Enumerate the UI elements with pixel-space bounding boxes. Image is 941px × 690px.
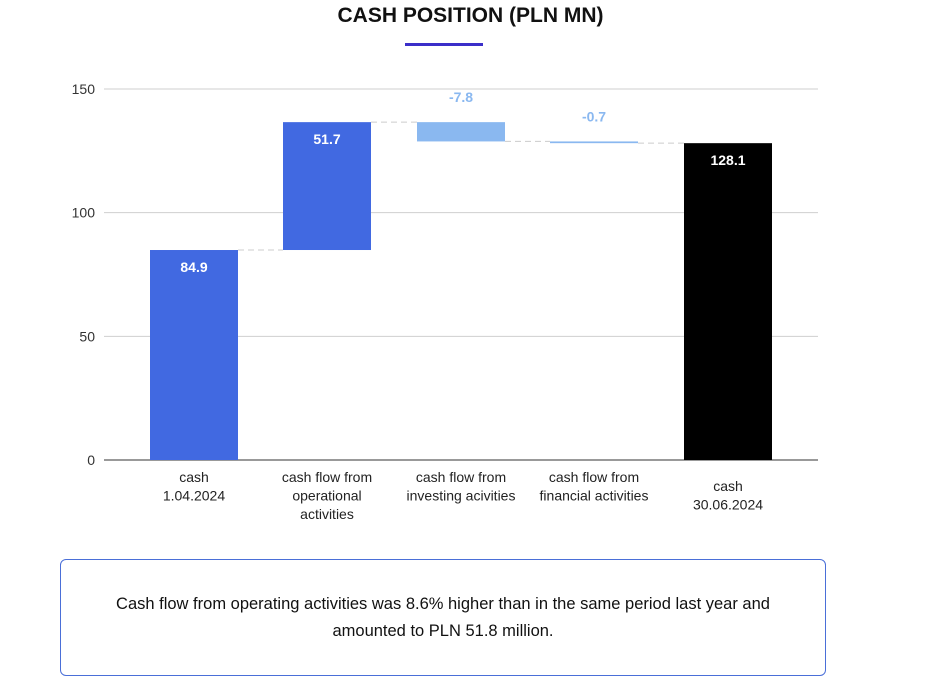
- bar: [684, 143, 772, 460]
- note-box: Cash flow from operating activities was …: [60, 559, 826, 676]
- data-label: 128.1: [710, 152, 745, 168]
- y-tick-label: 100: [72, 205, 96, 221]
- bar: [417, 122, 505, 142]
- data-label: -0.7: [582, 108, 606, 124]
- x-tick-label: investing acivities: [407, 488, 516, 504]
- y-tick-label: 150: [72, 81, 96, 97]
- x-tick-label: cash flow from: [416, 469, 506, 485]
- y-tick-label: 50: [79, 328, 95, 344]
- x-tick-label: financial activities: [540, 488, 649, 504]
- bar: [150, 250, 238, 460]
- bar: [550, 141, 638, 144]
- bar: [283, 122, 371, 251]
- x-tick-label: 30.06.2024: [693, 497, 763, 513]
- x-tick-label: 1.04.2024: [163, 488, 225, 504]
- data-label: 51.7: [313, 131, 340, 147]
- x-tick-label: operational: [292, 488, 361, 504]
- x-tick-label: activities: [300, 506, 354, 522]
- x-tick-label: cash flow from: [549, 469, 639, 485]
- waterfall-chart: 0 50 100 150 84.9 51.7 -7.8 -0.7 128.1 cash 1.04.2…: [72, 81, 818, 522]
- x-tick-label: cash: [713, 478, 743, 494]
- title-underline: [405, 43, 483, 46]
- x-tick-label: cash flow from: [282, 469, 372, 485]
- data-label: -7.8: [449, 89, 473, 105]
- y-tick-label: 0: [87, 452, 95, 468]
- data-label: 84.9: [180, 259, 207, 275]
- x-tick-label: cash: [179, 469, 209, 485]
- note-text: Cash flow from operating activities was …: [116, 594, 770, 640]
- chart-title: CASH POSITION (PLN MN): [337, 4, 604, 27]
